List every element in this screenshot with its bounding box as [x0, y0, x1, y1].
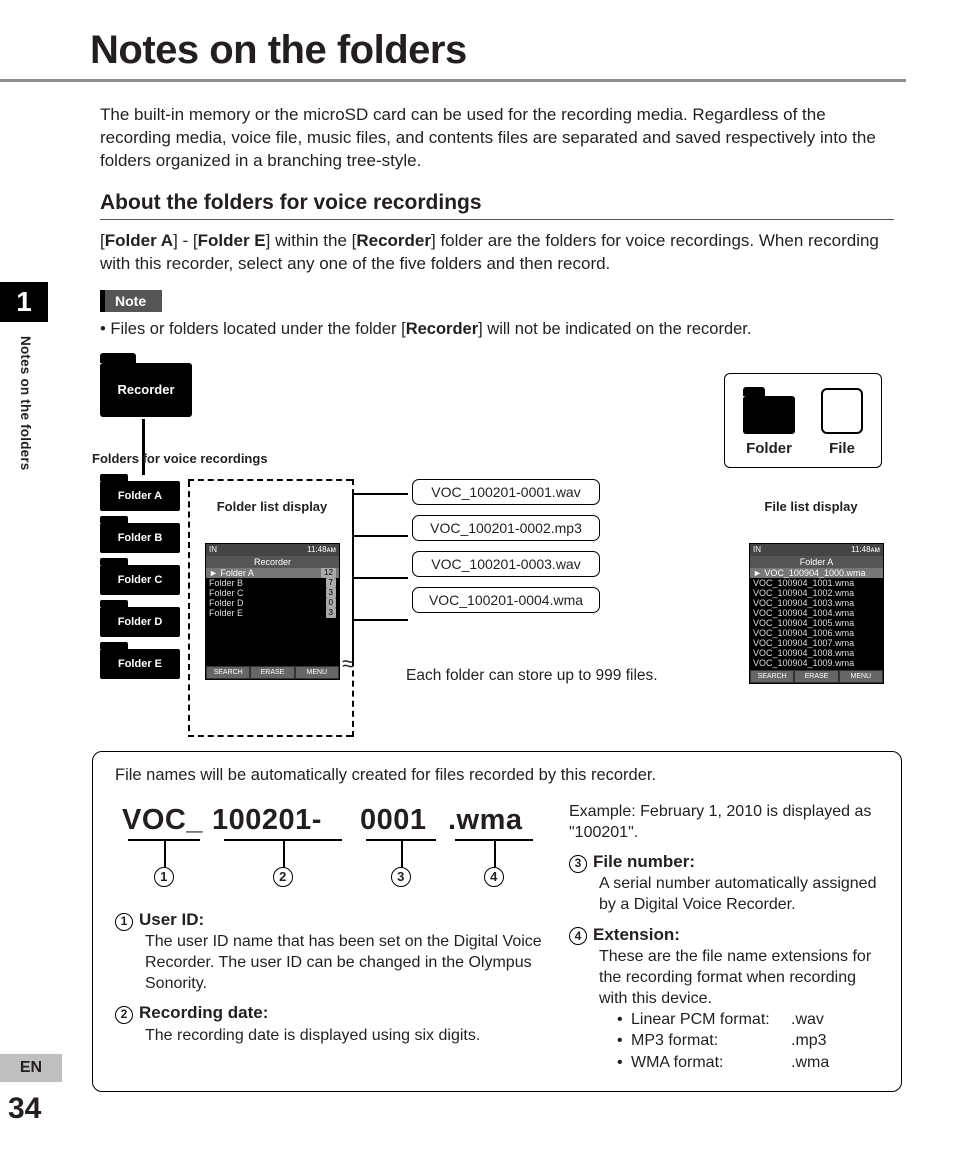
- tree-connector: [142, 419, 145, 475]
- folder-d-icon: Folder D: [100, 607, 180, 637]
- folder-diagram: Recorder Folders for voice recordings Fo…: [92, 351, 902, 751]
- recorder-folder-icon: Recorder: [100, 363, 192, 417]
- section-paragraph: [Folder A] - [Folder E] within the [Reco…: [0, 230, 954, 290]
- item-user-id: 1User ID:: [115, 909, 543, 931]
- legend-box: Folder File: [724, 373, 882, 468]
- note-label: Note: [100, 290, 162, 312]
- page-title: Notes on the folders: [0, 0, 906, 82]
- item-file-number: 3File number:: [569, 851, 879, 873]
- section-heading: About the folders for voice recordings: [100, 191, 894, 220]
- file-box: VOC_100201-0001.wav: [412, 479, 600, 505]
- folder-list-screen: IN11:48ᴀᴍ Recorder ► Folder A12 Folder B…: [205, 543, 340, 680]
- filename-diagram: VOC_1 100201-2 00013 .wma4: [115, 801, 543, 901]
- legend-file-icon: [821, 388, 863, 434]
- note-text: • Files or folders located under the fol…: [0, 312, 954, 351]
- sidebar-label: Notes on the folders: [0, 322, 33, 471]
- file-boxes-column: VOC_100201-0001.wav VOC_100201-0002.mp3 …: [412, 479, 600, 623]
- file-list-caption: File list display: [756, 499, 866, 514]
- format-list: •Linear PCM format:.wav •MP3 format:.mp3…: [569, 1009, 879, 1072]
- folder-list-caption: Folder list display: [212, 499, 332, 514]
- folder-capacity-note: Each folder can store up to 999 files.: [406, 667, 658, 685]
- continuation-icon: ≈: [342, 651, 350, 677]
- filename-explanation-box: File names will be automatically created…: [92, 751, 902, 1092]
- folders-caption: Folders for voice recordings: [92, 451, 268, 466]
- language-tag: EN: [0, 1054, 62, 1082]
- item-extension: 4Extension:: [569, 924, 879, 946]
- intro-paragraph: The built-in memory or the microSD card …: [0, 82, 954, 191]
- date-example: Example: February 1, 2010 is displayed a…: [569, 801, 879, 843]
- file-box: VOC_100201-0003.wav: [412, 551, 600, 577]
- page-number: 34: [8, 1092, 41, 1126]
- folder-a-icon: Folder A: [100, 481, 180, 511]
- item-recording-date: 2Recording date:: [115, 1002, 543, 1024]
- filename-intro: File names will be automatically created…: [115, 766, 879, 785]
- folder-b-icon: Folder B: [100, 523, 180, 553]
- file-box: VOC_100201-0002.mp3: [412, 515, 600, 541]
- folder-c-icon: Folder C: [100, 565, 180, 595]
- subfolder-column: Folder A Folder B Folder C Folder D Fold…: [100, 481, 180, 691]
- file-box: VOC_100201-0004.wma: [412, 587, 600, 613]
- file-list-screen: IN11:48ᴀᴍ Folder A ► VOC_100904_1000.wma…: [749, 543, 884, 684]
- sidebar: 1 Notes on the folders: [0, 282, 62, 471]
- chapter-number: 1: [0, 282, 48, 322]
- folder-e-icon: Folder E: [100, 649, 180, 679]
- legend-folder-icon: [743, 396, 795, 434]
